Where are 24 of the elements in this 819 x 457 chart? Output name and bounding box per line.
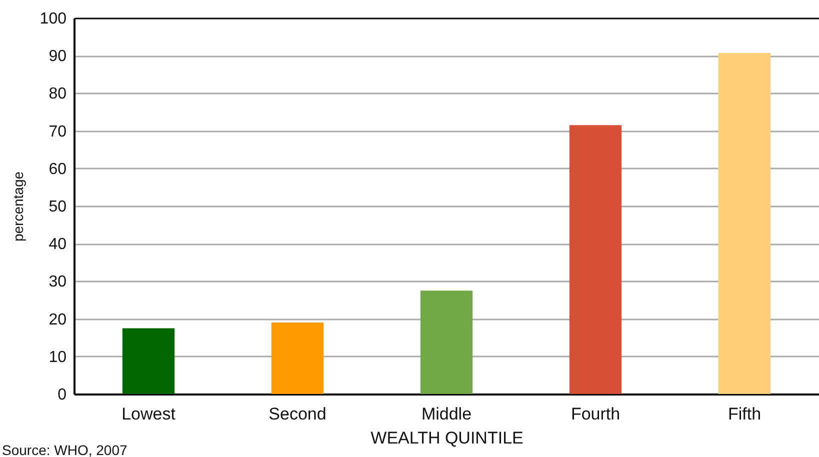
bar [122,328,175,394]
y-tick-label: 70 [48,123,67,140]
y-tick-label: 100 [40,10,67,28]
x-tick-label: Fourth [570,404,620,424]
bar [271,322,324,394]
y-tick-label: 60 [48,160,67,178]
x-axis-title: WEALTH QUINTILE [370,428,524,448]
y-tick-label: 10 [48,348,67,366]
bar [569,125,622,394]
bar [718,52,771,394]
y-tick-label: 30 [48,274,67,291]
x-tick-label: Middle [421,404,472,424]
x-tick-label: Lowest [122,404,176,424]
bar [420,290,473,394]
y-tick-label: 20 [48,311,67,328]
y-tick-label: 90 [48,48,67,66]
y-tick-label: 80 [48,86,67,103]
source-note: Source: WHO, 2007 [2,442,128,457]
y-tick-label: 50 [48,198,67,216]
x-tick-label: Fifth [728,404,762,424]
y-tick-label: 0 [58,386,67,404]
x-tick-label: Second [268,404,326,424]
y-tick-label: 40 [48,236,67,254]
y-axis-title: percentage [10,171,26,242]
